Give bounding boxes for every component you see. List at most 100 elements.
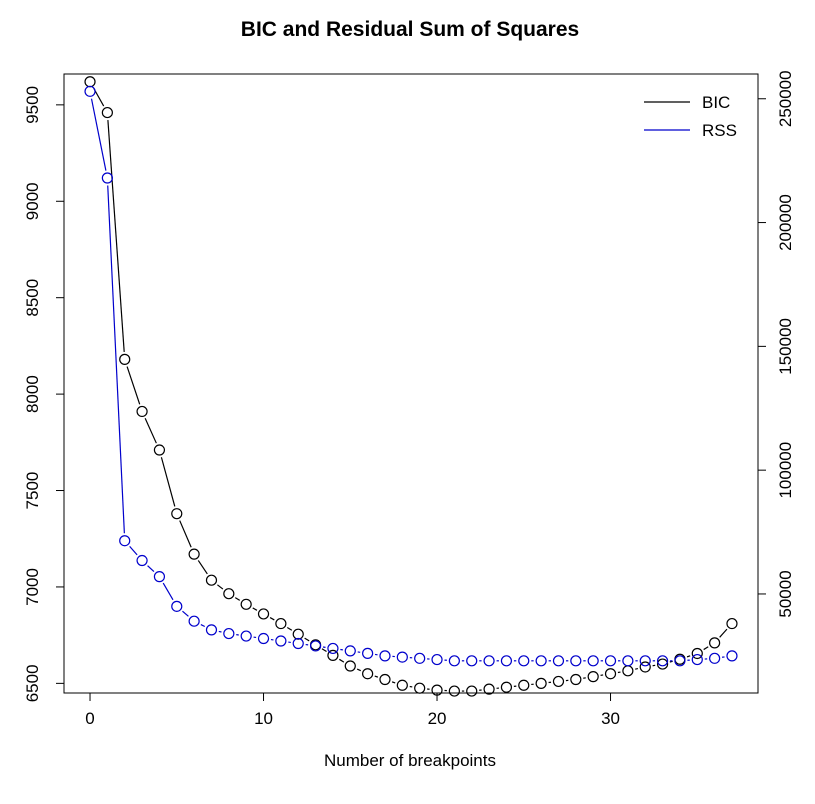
bic-point bbox=[223, 588, 235, 600]
rss-point bbox=[396, 651, 408, 663]
plot-frame bbox=[63, 73, 759, 694]
rss-segment bbox=[147, 565, 155, 572]
bic-point bbox=[379, 673, 391, 686]
bic-point bbox=[119, 353, 131, 365]
bic-point bbox=[396, 679, 408, 691]
legend: BIC RSS bbox=[644, 93, 737, 140]
rss-point bbox=[535, 655, 547, 667]
rss-point bbox=[119, 535, 131, 547]
bic-segment bbox=[126, 366, 141, 405]
bic-point bbox=[691, 647, 703, 660]
bic-segment bbox=[374, 675, 379, 678]
rss-point bbox=[240, 630, 252, 642]
bic-point bbox=[153, 444, 166, 456]
right-tick-label: 250000 bbox=[776, 70, 795, 127]
bic-segment bbox=[686, 655, 691, 658]
rss-point bbox=[362, 647, 374, 659]
rss-point bbox=[483, 655, 495, 667]
rss-point bbox=[275, 635, 287, 647]
bic-point bbox=[709, 637, 721, 649]
rss-point bbox=[101, 172, 113, 184]
bic-segment bbox=[286, 626, 293, 631]
bic-point bbox=[136, 405, 148, 418]
rss-point bbox=[552, 655, 565, 667]
rss-point bbox=[726, 650, 738, 662]
left-tick-label: 6500 bbox=[23, 664, 42, 702]
bic-segment bbox=[703, 646, 709, 651]
bic-point bbox=[257, 608, 270, 620]
x-tick-label: 0 bbox=[85, 709, 94, 728]
rss-point bbox=[709, 652, 721, 664]
right-tick-label: 200000 bbox=[776, 194, 795, 251]
bic-point bbox=[205, 574, 218, 586]
rss-point bbox=[223, 627, 235, 640]
bic-point bbox=[327, 649, 339, 661]
bic-point bbox=[587, 671, 599, 683]
rss-point bbox=[136, 554, 148, 567]
rss-point bbox=[500, 655, 513, 667]
bic-point bbox=[570, 673, 582, 686]
rss-point bbox=[171, 600, 183, 612]
bic-point bbox=[414, 682, 426, 694]
right-tick-label: 100000 bbox=[776, 442, 795, 499]
rss-point bbox=[639, 655, 651, 667]
rss-segment bbox=[90, 98, 107, 171]
bic-segment bbox=[197, 560, 208, 575]
rss-segment bbox=[182, 610, 189, 617]
bic-segment bbox=[356, 668, 362, 672]
bic-point bbox=[344, 660, 356, 672]
bic-point bbox=[101, 106, 113, 119]
bic-segment bbox=[144, 418, 157, 444]
rss-point bbox=[84, 85, 96, 97]
left-tick-label: 7000 bbox=[23, 568, 42, 606]
bic-point bbox=[639, 661, 651, 673]
x-axis: 0 10 20 30 bbox=[85, 692, 620, 728]
bic-point bbox=[188, 548, 200, 560]
bic-point bbox=[552, 675, 565, 688]
rss-segment bbox=[162, 582, 174, 601]
bic-segment bbox=[269, 617, 275, 621]
rss-point bbox=[309, 640, 322, 652]
x-tick-label: 20 bbox=[428, 709, 447, 728]
rss-point bbox=[518, 655, 530, 667]
bic-point bbox=[448, 685, 460, 697]
right-tick-label: 150000 bbox=[776, 318, 795, 375]
bic-segment bbox=[107, 120, 125, 352]
right-y-axis: 50000 100000 150000 200000 250000 bbox=[757, 70, 795, 618]
chart-title: BIC and Residual Sum of Squares bbox=[241, 18, 579, 41]
left-tick-label: 9500 bbox=[23, 86, 42, 124]
bic-segment bbox=[635, 668, 639, 670]
x-axis-title: Number of breakpoints bbox=[324, 751, 496, 770]
bic-segment bbox=[234, 597, 241, 601]
left-tick-label: 7500 bbox=[23, 472, 42, 510]
series-bic bbox=[84, 76, 738, 697]
right-tick-label: 50000 bbox=[776, 570, 795, 617]
series-layer bbox=[84, 76, 738, 697]
bic-segment bbox=[252, 607, 258, 611]
bic-point bbox=[466, 685, 478, 697]
rss-point bbox=[414, 652, 426, 664]
rss-point bbox=[622, 655, 634, 667]
bic-point bbox=[622, 665, 634, 677]
rss-point bbox=[379, 650, 391, 662]
bic-point bbox=[656, 658, 669, 670]
rss-point bbox=[656, 655, 669, 667]
x-tick-label: 30 bbox=[601, 709, 620, 728]
rss-segment bbox=[129, 545, 138, 556]
rss-segment bbox=[107, 185, 125, 534]
rss-point bbox=[431, 653, 443, 666]
bic-point bbox=[84, 76, 96, 88]
bic-point bbox=[275, 617, 287, 630]
bic-point bbox=[604, 668, 617, 680]
bic-segment bbox=[217, 584, 224, 590]
bic-point bbox=[362, 668, 374, 680]
bic-segment bbox=[321, 648, 327, 652]
bic-segment bbox=[160, 457, 176, 507]
bic-point bbox=[292, 628, 304, 640]
bic-segment bbox=[179, 520, 192, 548]
rss-point bbox=[466, 655, 478, 667]
bic-point bbox=[431, 684, 443, 696]
rss-point bbox=[448, 655, 460, 667]
rss-point bbox=[153, 571, 166, 583]
